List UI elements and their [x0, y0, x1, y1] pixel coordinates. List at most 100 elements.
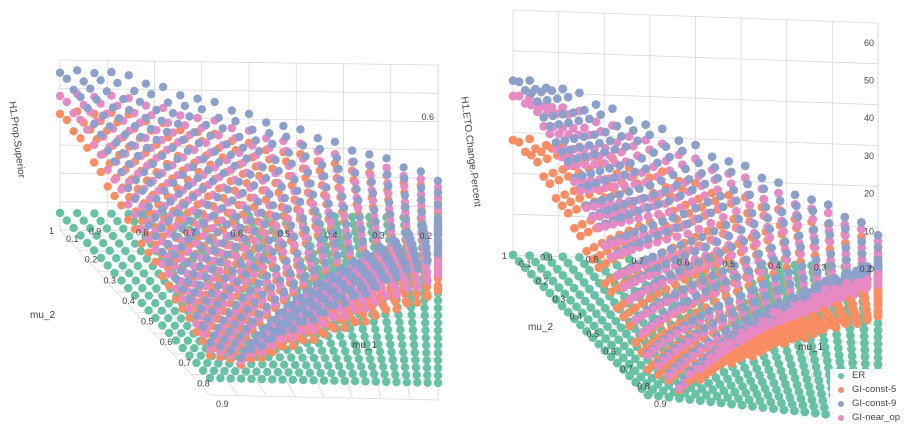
point-er	[408, 318, 417, 327]
point-gi-near-op	[283, 214, 293, 223]
point-er	[275, 353, 285, 362]
x-axis-label: mu_1	[352, 340, 377, 351]
point-gi-const-5	[76, 134, 85, 143]
point-gi-near-op	[808, 214, 818, 224]
point-gi-const-5	[288, 341, 298, 351]
point-gi-const-9	[255, 147, 264, 156]
point-gi-near-op	[367, 290, 377, 299]
point-er	[309, 376, 318, 385]
point-gi-const-9	[580, 105, 589, 115]
point-gi-near-op	[261, 229, 270, 238]
z-tick-label: 20	[864, 189, 874, 199]
point-gi-const-9	[402, 265, 412, 275]
point-gi-const-9	[756, 260, 766, 270]
point-er	[592, 309, 601, 319]
point-gi-near-op	[361, 304, 370, 313]
point-gi-const-9	[343, 232, 353, 241]
z-tick-label: 50	[864, 76, 874, 86]
point-er	[433, 303, 443, 313]
point-gi-const-9	[779, 302, 789, 312]
point-gi-const-5	[138, 216, 147, 226]
point-er	[119, 224, 128, 233]
point-er	[551, 295, 561, 304]
point-gi-const-9	[316, 234, 325, 244]
point-gi-const-9	[800, 292, 810, 302]
point-er	[715, 380, 725, 389]
point-er	[619, 341, 629, 351]
point-gi-const-9	[289, 280, 298, 289]
point-gi-const-5	[330, 324, 339, 333]
point-gi-const-9	[197, 243, 206, 252]
point-er	[164, 314, 173, 323]
point-gi-near-op	[233, 284, 242, 294]
point-gi-const-9	[141, 79, 151, 88]
point-er	[299, 375, 308, 385]
point-gi-const-9	[595, 166, 605, 176]
point-gi-near-op	[657, 278, 667, 288]
point-er	[723, 393, 733, 402]
point-gi-const-9	[213, 281, 223, 290]
point-gi-near-op	[589, 202, 599, 211]
point-gi-const-9	[199, 219, 209, 229]
point-gi-const-9	[597, 195, 607, 205]
point-gi-const-9	[366, 161, 375, 170]
point-er	[848, 358, 857, 368]
point-gi-near-op	[637, 329, 647, 339]
point-gi-const-9	[580, 152, 590, 162]
point-gi-const-9	[351, 168, 360, 177]
point-gi-near-op	[231, 307, 240, 317]
point-gi-near-op	[614, 237, 624, 247]
point-gi-near-op	[400, 276, 410, 285]
point-gi-const-9	[668, 213, 678, 223]
point-er	[131, 276, 140, 285]
point-gi-const-9	[127, 141, 136, 150]
point-gi-const-9	[234, 177, 243, 186]
point-gi-near-op	[76, 115, 85, 125]
point-er	[558, 252, 568, 262]
legend-item-gi-const-5[interactable]: GI-const-5	[830, 383, 917, 397]
point-gi-const-9	[790, 190, 800, 200]
point-er	[779, 405, 789, 415]
point-er	[590, 272, 599, 282]
point-gi-const-9	[83, 103, 92, 113]
point-gi-const-9	[566, 145, 575, 155]
point-er	[606, 352, 616, 362]
point-gi-const-9	[371, 282, 380, 291]
point-er	[433, 363, 443, 373]
point-gi-near-op	[825, 237, 835, 247]
point-gi-const-9	[195, 280, 204, 289]
point-gi-near-op	[89, 140, 99, 149]
point-gi-const-9	[357, 224, 366, 234]
point-gi-const-5	[631, 338, 641, 348]
point-er	[389, 362, 399, 372]
point-er	[433, 378, 443, 388]
point-gi-const-9	[637, 154, 647, 163]
point-gi-const-9	[171, 274, 181, 283]
point-gi-const-5	[539, 172, 549, 181]
point-gi-const-9	[761, 291, 770, 301]
point-gi-near-op	[610, 182, 619, 192]
point-gi-const-9	[162, 127, 172, 136]
point-gi-const-5	[779, 339, 789, 348]
point-gi-const-9	[620, 170, 629, 180]
point-gi-near-op	[703, 341, 713, 350]
point-gi-const-9	[674, 266, 684, 276]
point-gi-const-9	[841, 224, 850, 234]
point-er	[586, 303, 596, 312]
point-gi-const-9	[749, 297, 759, 307]
x-axis-label: mu_1	[798, 342, 823, 353]
legend-item-gi-near-op[interactable]: GI-near_op	[830, 411, 917, 425]
point-er	[794, 387, 804, 397]
legend-item-gi-const-9[interactable]: GI-const-9	[830, 397, 917, 411]
point-gi-const-9	[107, 67, 116, 77]
point-er	[338, 339, 347, 348]
point-gi-const-9	[777, 207, 787, 217]
legend-item-er[interactable]: ER	[830, 369, 917, 383]
point-er	[752, 364, 762, 374]
point-gi-const-9	[215, 257, 224, 267]
point-gi-const-9	[230, 161, 239, 171]
point-gi-const-9	[827, 261, 836, 271]
point-gi-const-9	[152, 194, 161, 203]
point-gi-near-op	[737, 328, 747, 337]
point-gi-near-op	[412, 276, 421, 285]
